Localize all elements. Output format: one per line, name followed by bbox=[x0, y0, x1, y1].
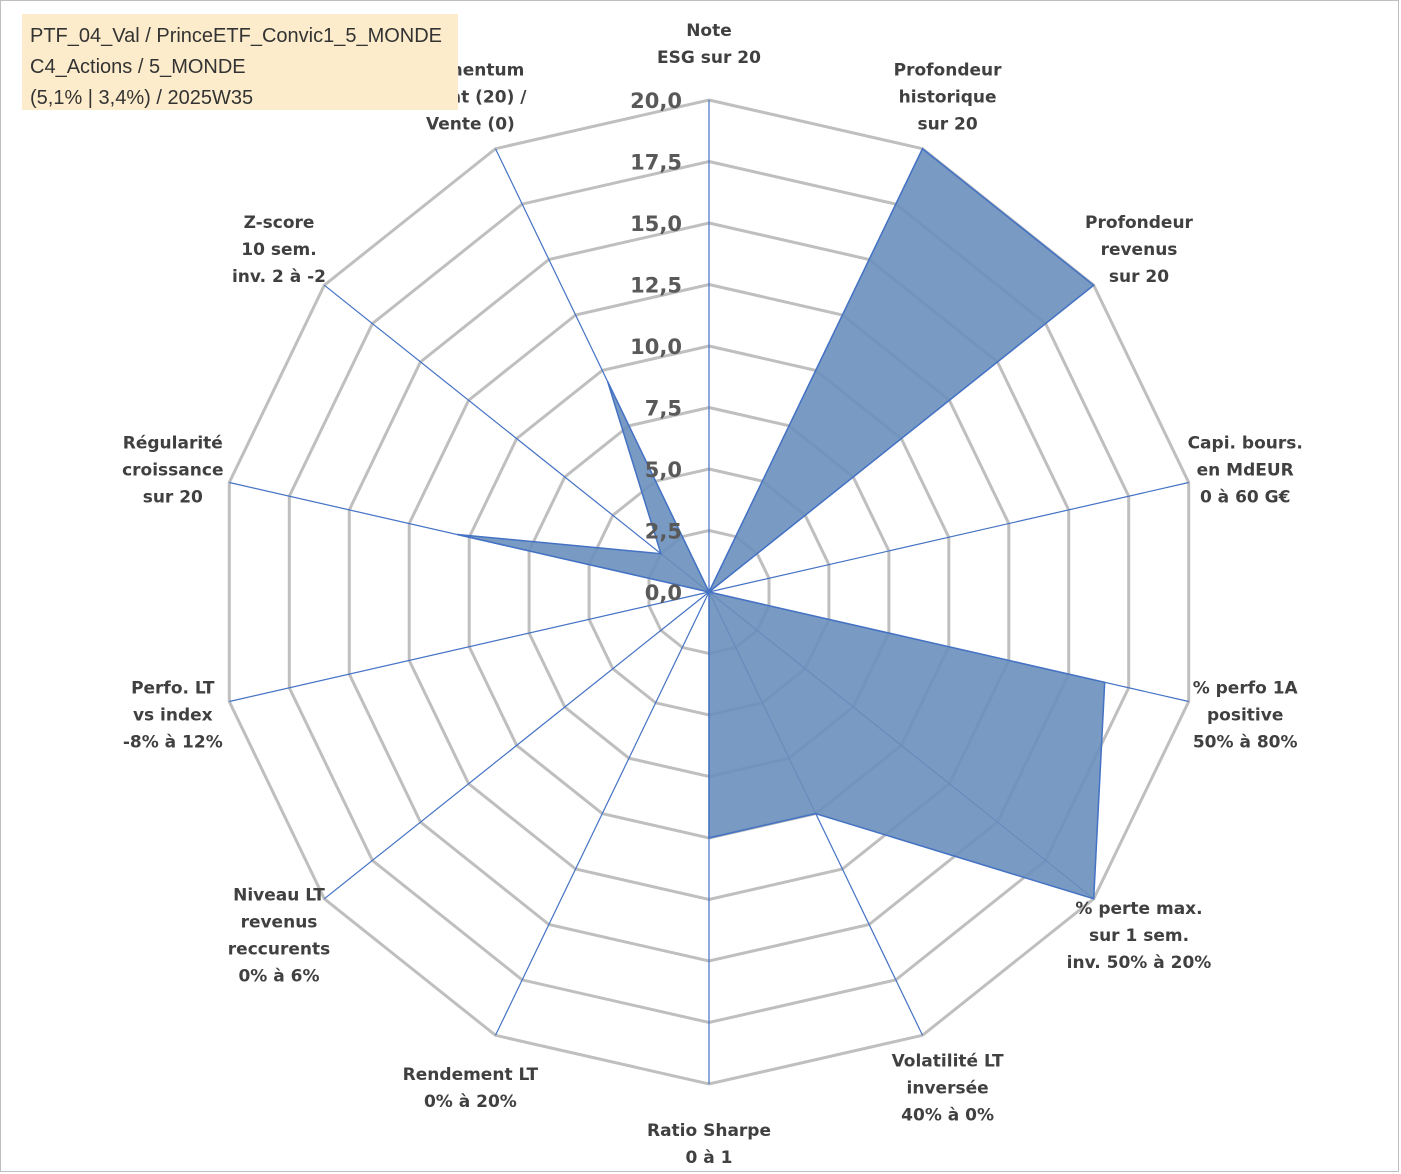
axis-spoke bbox=[708, 481, 1189, 593]
axis-label: Note ESG sur 20 bbox=[657, 21, 761, 68]
axis-spoke bbox=[494, 591, 710, 1036]
axis-label: Volatilité LT inversée 40% à 0% bbox=[892, 1052, 1004, 1126]
axis-label: % perte max. sur 1 sem. inv. 50% à 20% bbox=[1067, 899, 1212, 973]
title-line-2: C4_Actions / 5_MONDE bbox=[30, 56, 246, 78]
tick-label: 12,5 bbox=[630, 274, 682, 298]
axis-label: Capi. bours. en MdEUR 0 à 60 G€ bbox=[1188, 434, 1303, 508]
title-line-3: (5,1% | 3,4%) / 2025W35 bbox=[30, 87, 254, 109]
axis-label: Rendement LT 0% à 20% bbox=[403, 1065, 539, 1112]
axis-label: Régularité croissance sur 20 bbox=[122, 434, 223, 508]
axis-label: Ratio Sharpe 0 à 1 bbox=[647, 1121, 771, 1168]
axis-spoke bbox=[229, 591, 710, 703]
axis-spoke bbox=[323, 591, 710, 900]
axis-labels: Note ESG sur 20 Profondeur historique sur 20… bbox=[122, 21, 1303, 1168]
tick-label: 0,0 bbox=[645, 581, 682, 605]
axis-label: Profondeur historique sur 20 bbox=[894, 61, 1003, 135]
axis-spoke bbox=[323, 284, 710, 593]
tick-label: 15,0 bbox=[630, 212, 682, 236]
tick-label: 7,5 bbox=[645, 397, 682, 421]
axis-label: Niveau LT revenus reccurents 0% à 6% bbox=[228, 885, 330, 986]
tick-label: 20,0 bbox=[630, 89, 682, 113]
chart-title-box: PTF_04_Val / PrinceETF_Convic1_5_MONDE C… bbox=[22, 14, 458, 110]
tick-label: 17,5 bbox=[630, 151, 682, 175]
title-line-1: PTF_04_Val / PrinceETF_Convic1_5_MONDE bbox=[30, 25, 443, 47]
axis-label: % perfo 1A positive 50% à 80% bbox=[1193, 678, 1299, 752]
axis-label: Perfo. LT vs index -8% à 12% bbox=[123, 678, 223, 752]
radial-tick-labels: 0,0 2,5 5,0 7,5 10,0 12,5 15,0 17,5 20,0 bbox=[630, 89, 682, 605]
tick-label: 2,5 bbox=[645, 520, 682, 544]
axis-label: Profondeur revenus sur 20 bbox=[1085, 213, 1194, 287]
tick-label: 10,0 bbox=[630, 335, 682, 359]
tick-label: 5,0 bbox=[645, 458, 682, 482]
radar-series bbox=[457, 147, 1106, 900]
axis-label: Z-score 10 sem. inv. 2 à -2 bbox=[232, 213, 326, 287]
